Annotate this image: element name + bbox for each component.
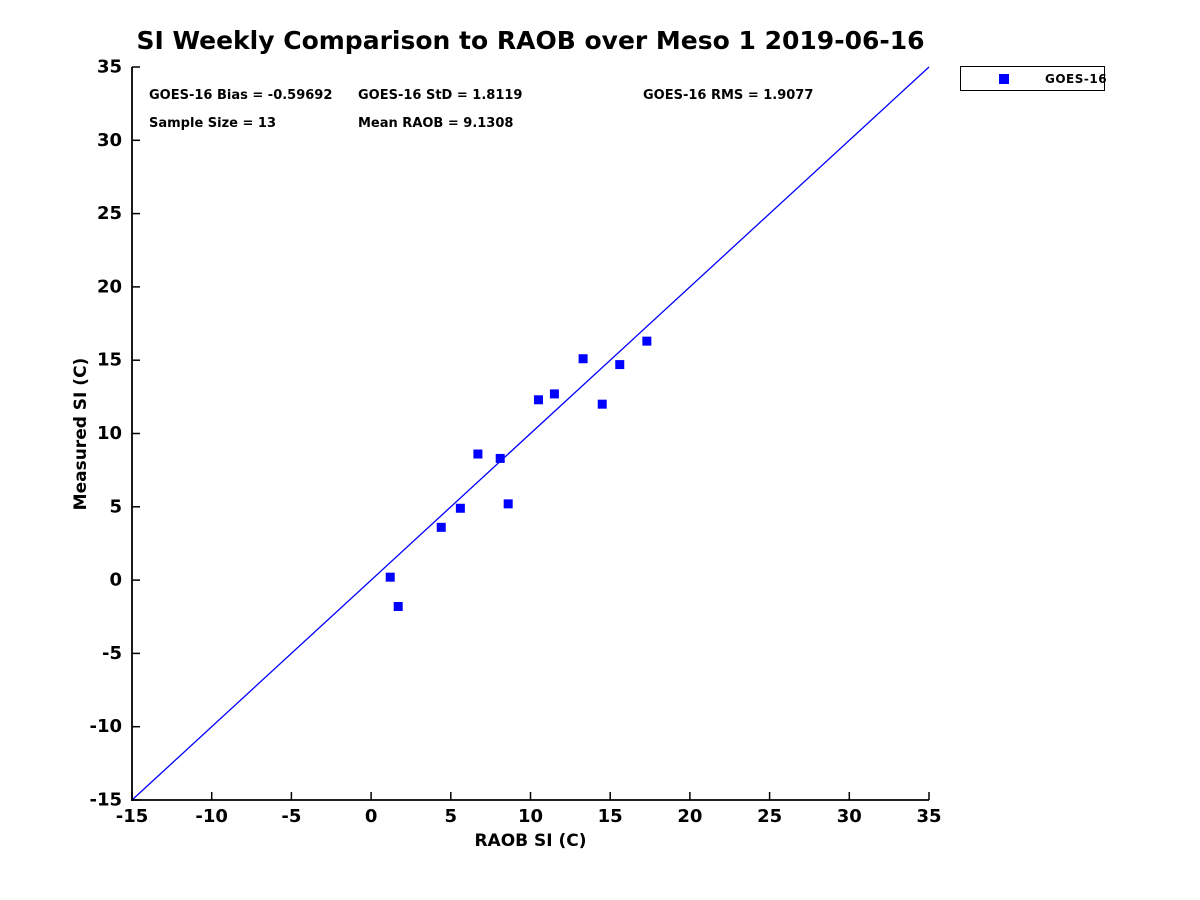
- x-tick-label: -10: [195, 806, 228, 827]
- scatter-point: [473, 449, 483, 459]
- legend-box: GOES-16: [960, 66, 1108, 91]
- identity-line: [131, 66, 930, 801]
- x-tick-label: 25: [757, 806, 782, 827]
- scatter-point: [549, 389, 559, 399]
- scatter-point: [455, 503, 465, 513]
- scatter-point: [385, 572, 395, 582]
- x-tick-label: 5: [445, 806, 458, 827]
- scatter-point: [642, 336, 652, 346]
- x-tick-label: 20: [677, 806, 702, 827]
- x-tick-label: 10: [518, 806, 543, 827]
- scatter-point: [615, 360, 625, 370]
- stat-std: GOES-16 StD = 1.8119: [358, 88, 523, 103]
- chart-title: SI Weekly Comparison to RAOB over Meso 1…: [136, 26, 925, 55]
- y-tick-label: 25: [97, 203, 122, 224]
- x-tick-label: 15: [598, 806, 623, 827]
- scatter-point: [578, 354, 588, 364]
- y-tick-label: 0: [109, 570, 122, 591]
- y-tick-label: -5: [102, 643, 122, 664]
- y-tick-label: 10: [97, 423, 122, 444]
- stat-bias: GOES-16 Bias = -0.59692: [149, 88, 333, 103]
- y-tick-label: -15: [89, 790, 122, 811]
- y-tick-label: 15: [97, 350, 122, 371]
- y-tick-label: 20: [97, 276, 122, 297]
- stat-rms: GOES-16 RMS = 1.9077: [643, 88, 814, 103]
- x-tick-label: -5: [281, 806, 301, 827]
- x-tick-label: 0: [365, 806, 378, 827]
- y-tick-label: 30: [97, 130, 122, 151]
- y-tick-label: 35: [97, 57, 122, 78]
- x-tick-label: 35: [916, 806, 941, 827]
- legend-marker-square-icon: [999, 73, 1009, 84]
- scatter-point: [597, 399, 607, 409]
- scatter-point: [436, 522, 446, 532]
- scatter-point: [495, 453, 505, 463]
- legend-label: GOES-16: [1045, 71, 1108, 86]
- y-axis-label: Measured SI (C): [71, 357, 91, 511]
- x-axis-label: RAOB SI (C): [474, 831, 587, 851]
- scatter-point: [533, 395, 543, 405]
- x-tick-label: 30: [837, 806, 862, 827]
- x-tick-label: -15: [116, 806, 149, 827]
- stat-mean-raob: Mean RAOB = 9.1308: [358, 116, 514, 131]
- scatter-point: [503, 499, 513, 509]
- scatter-point: [393, 601, 403, 611]
- y-tick-label: -10: [89, 716, 122, 737]
- y-tick-label: 5: [109, 496, 122, 517]
- stat-sample-size: Sample Size = 13: [149, 116, 277, 131]
